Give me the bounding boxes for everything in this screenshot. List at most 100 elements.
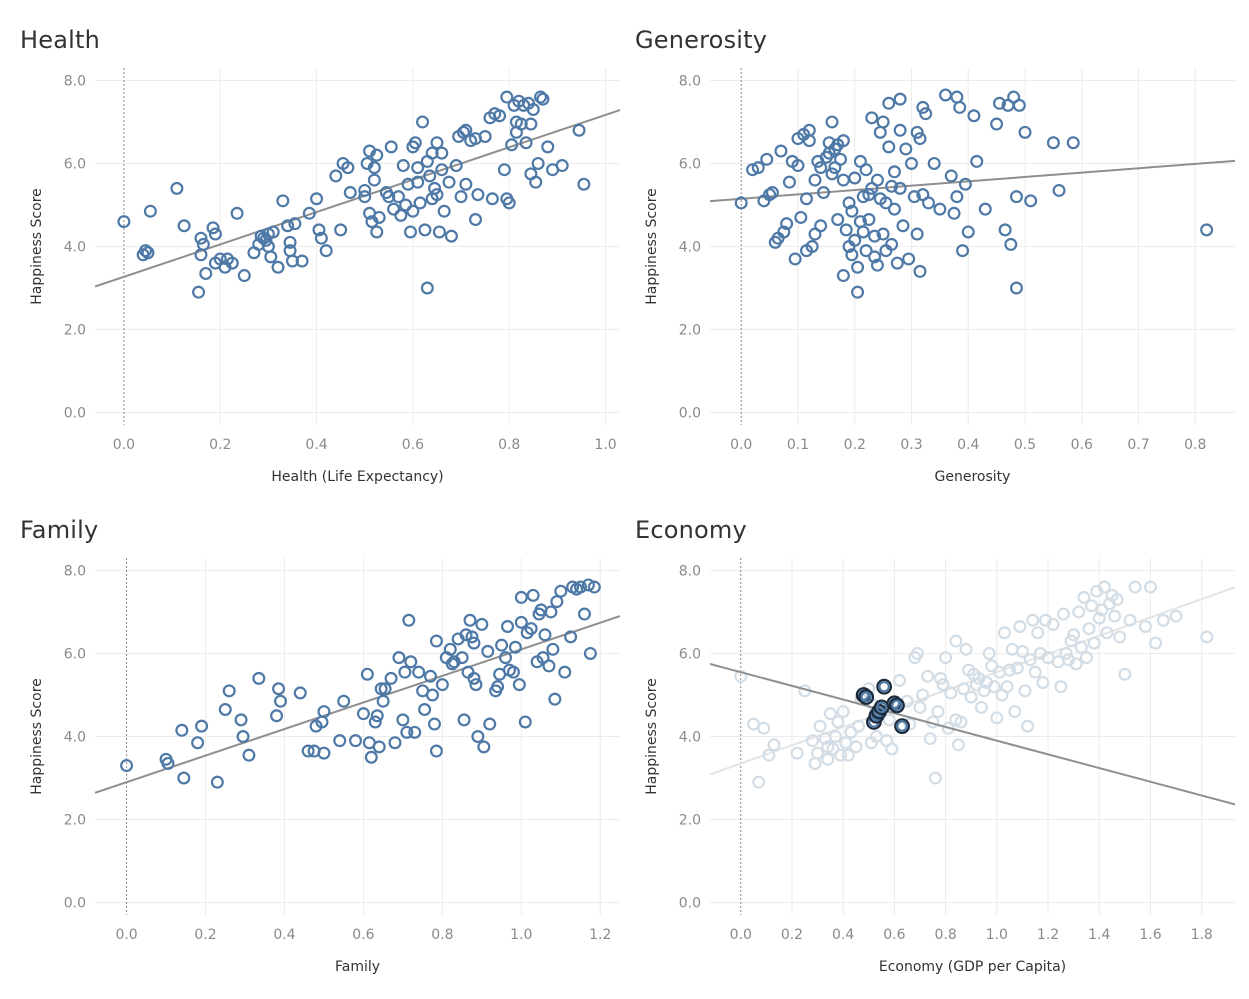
family-data-point[interactable] — [175, 723, 189, 737]
health-data-point[interactable] — [367, 161, 381, 175]
economy-data-point[interactable] — [1036, 676, 1050, 690]
generosity-data-point[interactable] — [887, 165, 901, 179]
health-data-point[interactable] — [435, 146, 449, 160]
family-data-point[interactable] — [293, 686, 307, 700]
health-data-point[interactable] — [456, 125, 470, 139]
family-data-point[interactable] — [558, 665, 572, 679]
economy-data-point[interactable] — [823, 707, 837, 721]
health-data-point[interactable] — [399, 198, 413, 212]
generosity-data-point[interactable] — [896, 219, 910, 233]
family-data-point[interactable] — [234, 713, 248, 727]
generosity-data-point[interactable] — [1046, 136, 1060, 150]
economy-data-point[interactable] — [1059, 646, 1073, 660]
health-data-point[interactable] — [310, 192, 324, 206]
family-data-point[interactable] — [526, 588, 540, 602]
economy-data-point[interactable] — [1028, 665, 1042, 679]
generosity-data-point[interactable] — [967, 109, 981, 123]
family-data-point[interactable] — [242, 748, 256, 762]
generosity-data-point[interactable] — [777, 225, 791, 239]
generosity-data-point[interactable] — [836, 134, 850, 148]
generosity-data-point[interactable] — [927, 156, 941, 170]
generosity-data-point[interactable] — [848, 233, 862, 247]
generosity-data-point[interactable] — [950, 90, 964, 104]
family-data-point[interactable] — [161, 756, 175, 770]
economy-data-point[interactable] — [1023, 653, 1037, 667]
health-data-point[interactable] — [524, 117, 538, 131]
family-data-point[interactable] — [384, 671, 398, 685]
economy-data-point[interactable] — [1013, 619, 1027, 633]
generosity-data-point[interactable] — [814, 219, 828, 233]
generosity-data-point[interactable] — [765, 186, 779, 200]
family-data-point[interactable] — [435, 678, 449, 692]
economy-data-point[interactable] — [1021, 719, 1035, 733]
family-data-point[interactable] — [317, 746, 331, 760]
family-scatter-plot[interactable]: 0.0 0.2 0.4 0.6 0.8 1.0 1.20.02.04.06.08.0Fami… — [0, 490, 620, 980]
health-data-point[interactable] — [141, 246, 155, 260]
family-data-point[interactable] — [337, 694, 351, 708]
health-data-point[interactable] — [500, 90, 514, 104]
economy-scatter-plot[interactable]: 0.0 0.2 0.4 0.6 0.8 1.0 1.2 1.4 1.6 1.8 0.0 2.0 4.0 6… — [615, 490, 1235, 980]
health-data-point[interactable] — [411, 175, 425, 189]
generosity-data-point[interactable] — [961, 225, 975, 239]
family-data-point[interactable] — [548, 692, 562, 706]
economy-data-point[interactable] — [1054, 680, 1068, 694]
family-data-point[interactable] — [459, 628, 473, 642]
economy-data-point[interactable] — [813, 719, 827, 733]
health-data-point[interactable] — [514, 117, 528, 131]
economy-data-point[interactable] — [1069, 657, 1083, 671]
economy-data-point[interactable] — [1000, 680, 1014, 694]
health-data-point[interactable] — [199, 266, 213, 280]
generosity-data-point[interactable] — [998, 223, 1012, 237]
economy-data-point[interactable] — [1018, 684, 1032, 698]
health-data-point[interactable] — [314, 231, 328, 245]
economy-data-point[interactable] — [1072, 605, 1086, 619]
family-data-point[interactable] — [524, 622, 538, 636]
health-data-point[interactable] — [266, 225, 280, 239]
family-data-point[interactable] — [483, 717, 497, 731]
economy-data-point[interactable] — [1095, 603, 1109, 617]
generosity-data-point[interactable] — [868, 250, 882, 264]
economy-data-point[interactable] — [1074, 640, 1088, 654]
economy-data-point[interactable] — [885, 742, 899, 756]
economy-data-point[interactable] — [1169, 609, 1183, 623]
economy-data-point[interactable] — [1026, 613, 1040, 627]
health-data-point[interactable] — [471, 188, 485, 202]
family-data-point[interactable] — [317, 705, 331, 719]
family-data-point[interactable] — [471, 730, 485, 744]
health-data-point[interactable] — [370, 225, 384, 239]
economy-data-point[interactable] — [951, 738, 965, 752]
health-data-point[interactable] — [372, 210, 386, 224]
health-data-point[interactable] — [143, 204, 157, 218]
economy-data-point[interactable] — [931, 705, 945, 719]
family-data-point[interactable] — [427, 717, 441, 731]
family-data-point[interactable] — [368, 715, 382, 729]
economy-data-point[interactable] — [944, 686, 958, 700]
generosity-data-point[interactable] — [919, 107, 933, 121]
family-data-point[interactable] — [495, 638, 509, 652]
generosity-data-point[interactable] — [1009, 281, 1023, 295]
health-data-point[interactable] — [382, 190, 396, 204]
family-data-point[interactable] — [274, 694, 288, 708]
economy-data-point[interactable] — [1156, 613, 1170, 627]
generosity-data-point[interactable] — [893, 92, 907, 106]
health-data-point[interactable] — [139, 244, 153, 258]
economy-highlighted-point[interactable] — [896, 720, 908, 732]
generosity-data-point[interactable] — [890, 256, 904, 270]
health-data-point[interactable] — [430, 136, 444, 150]
health-data-point[interactable] — [288, 217, 302, 231]
economy-data-point[interactable] — [957, 682, 971, 696]
generosity-data-point[interactable] — [859, 163, 873, 177]
family-data-point[interactable] — [467, 636, 481, 650]
economy-data-point[interactable] — [811, 746, 825, 760]
health-data-point[interactable] — [435, 163, 449, 177]
family-data-point[interactable] — [544, 605, 558, 619]
economy-data-point[interactable] — [1064, 634, 1078, 648]
family-data-point[interactable] — [236, 730, 250, 744]
family-data-point[interactable] — [210, 775, 224, 789]
economy-data-point[interactable] — [910, 646, 924, 660]
health-data-point[interactable] — [367, 173, 381, 187]
economy-data-point[interactable] — [844, 725, 858, 739]
health-data-point[interactable] — [177, 219, 191, 233]
generosity-data-point[interactable] — [751, 161, 765, 175]
generosity-data-point[interactable] — [825, 115, 839, 129]
